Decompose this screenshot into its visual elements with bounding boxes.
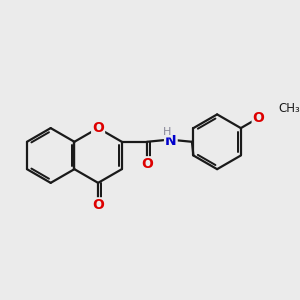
Text: CH₃: CH₃ bbox=[278, 102, 300, 115]
Text: O: O bbox=[253, 111, 265, 125]
Text: H: H bbox=[163, 127, 172, 137]
Text: O: O bbox=[141, 157, 153, 171]
Text: O: O bbox=[92, 198, 104, 212]
Text: O: O bbox=[92, 121, 104, 135]
Text: N: N bbox=[165, 134, 177, 148]
